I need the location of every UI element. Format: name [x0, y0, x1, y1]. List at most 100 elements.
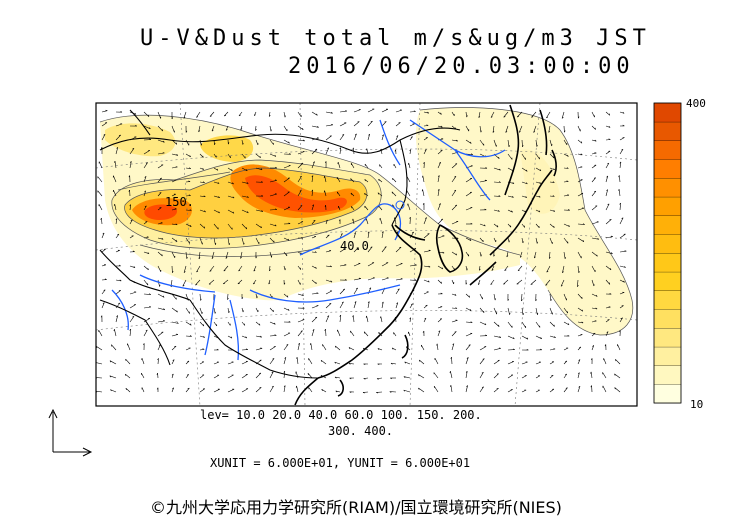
- wind-vector: [311, 111, 318, 116]
- wind-vector-head: [302, 127, 304, 130]
- wind-vector: [337, 329, 341, 337]
- wind-vector: [437, 218, 444, 225]
- wind-vector-head: [538, 195, 541, 198]
- colorbar-swatch: [653, 271, 682, 291]
- wind-vector-head: [103, 134, 106, 136]
- wind-vector-head: [511, 195, 514, 198]
- wind-vector: [605, 236, 613, 239]
- wind-vector-head: [203, 226, 206, 229]
- wind-vector-head: [145, 162, 148, 164]
- wind-vector-head: [578, 359, 581, 361]
- wind-vector-head: [125, 388, 127, 390]
- wind-vector: [255, 335, 262, 338]
- wind-vector-head: [546, 116, 549, 119]
- wind-vector: [337, 162, 341, 169]
- coastlines: [294, 104, 557, 406]
- wind-vector: [479, 125, 482, 133]
- wind-vector-head: [183, 271, 186, 273]
- wind-vector: [297, 190, 302, 197]
- wind-vector: [379, 164, 383, 169]
- wind-vector: [255, 348, 263, 351]
- wind-vector: [563, 139, 568, 146]
- wind-vector-head: [352, 218, 354, 221]
- wind-vector: [437, 203, 441, 211]
- wind-vector-head: [540, 337, 542, 339]
- wind-vector-head: [232, 196, 235, 199]
- wind-vector: [507, 139, 510, 147]
- wind-vector: [535, 389, 540, 393]
- wind-vector: [577, 207, 584, 211]
- wind-vector: [198, 251, 201, 259]
- wind-vector: [143, 176, 147, 183]
- dust-region-gobi-100: [200, 135, 254, 162]
- wind-vector-head: [550, 299, 552, 302]
- wind-vector: [353, 109, 361, 113]
- wind-vector-head: [607, 162, 610, 165]
- wind-vector: [325, 329, 327, 337]
- wind-vector: [535, 195, 541, 198]
- wind-vector: [403, 376, 411, 379]
- wind-vector: [157, 125, 163, 132]
- wind-vector: [297, 175, 302, 183]
- wind-vector-head: [135, 124, 137, 127]
- wind-vector: [409, 231, 414, 239]
- colorbar-swatch: [653, 290, 682, 310]
- dust-region-north-40: [105, 123, 176, 157]
- wind-vector-head: [117, 233, 120, 236]
- wind-vector-head: [163, 308, 166, 311]
- colorbar-swatch: [653, 159, 682, 179]
- wind-vector: [437, 149, 443, 155]
- wind-vector-head: [418, 374, 420, 377]
- wind-vector: [437, 111, 442, 115]
- wind-vector-head: [517, 269, 520, 271]
- wind-vector: [531, 111, 537, 118]
- wind-vector: [437, 318, 442, 323]
- wind-vector-head: [295, 385, 297, 388]
- wind-vector-head: [406, 346, 408, 349]
- wind-vector-head: [274, 154, 277, 157]
- wind-vector: [157, 192, 162, 197]
- wind-vector-head: [428, 265, 431, 268]
- wind-vector: [451, 139, 458, 142]
- wind-vector: [503, 111, 509, 118]
- wind-vector-head: [343, 288, 345, 290]
- wind-vector-head: [606, 189, 608, 192]
- wind-vector: [409, 111, 416, 113]
- wind-vector: [519, 251, 523, 258]
- wind-vector-head: [485, 334, 488, 336]
- wind-vector: [352, 218, 355, 225]
- wind-vector-head: [537, 313, 539, 315]
- wind-vector-head: [380, 316, 382, 319]
- wind-vector-head: [209, 270, 212, 272]
- wind-vector-head: [607, 203, 610, 206]
- wind-vector: [465, 321, 473, 323]
- wind-vector-head: [335, 345, 337, 348]
- wind-vector-head: [149, 306, 152, 308]
- wind-vector-head: [242, 142, 244, 145]
- wind-vector-head: [427, 111, 430, 114]
- wind-vector: [423, 279, 430, 283]
- wind-vector: [185, 251, 188, 259]
- wind-vector-head: [438, 330, 441, 333]
- wind-vector-head: [284, 357, 287, 359]
- wind-vector-head: [287, 295, 289, 298]
- wind-vector-head: [610, 268, 612, 271]
- wind-vector-head: [185, 130, 188, 133]
- wind-vector-head: [381, 301, 384, 304]
- wind-vector-head: [296, 357, 298, 359]
- wind-vector: [196, 265, 201, 273]
- wind-vector: [182, 279, 187, 287]
- wind-vector: [437, 265, 443, 270]
- wind-vector-head: [327, 147, 329, 150]
- wind-vector-head: [364, 193, 366, 196]
- wind-vector-head: [511, 210, 513, 213]
- wind-vector-head: [512, 348, 515, 350]
- wind-vector: [479, 321, 487, 326]
- wind-vector: [423, 317, 427, 323]
- wind-vector-head: [120, 111, 123, 113]
- wind-vector: [268, 111, 271, 117]
- wind-vector: [549, 195, 555, 197]
- wind-vector-head: [288, 141, 290, 144]
- wind-vector: [241, 388, 249, 393]
- wind-vector-head: [400, 278, 403, 280]
